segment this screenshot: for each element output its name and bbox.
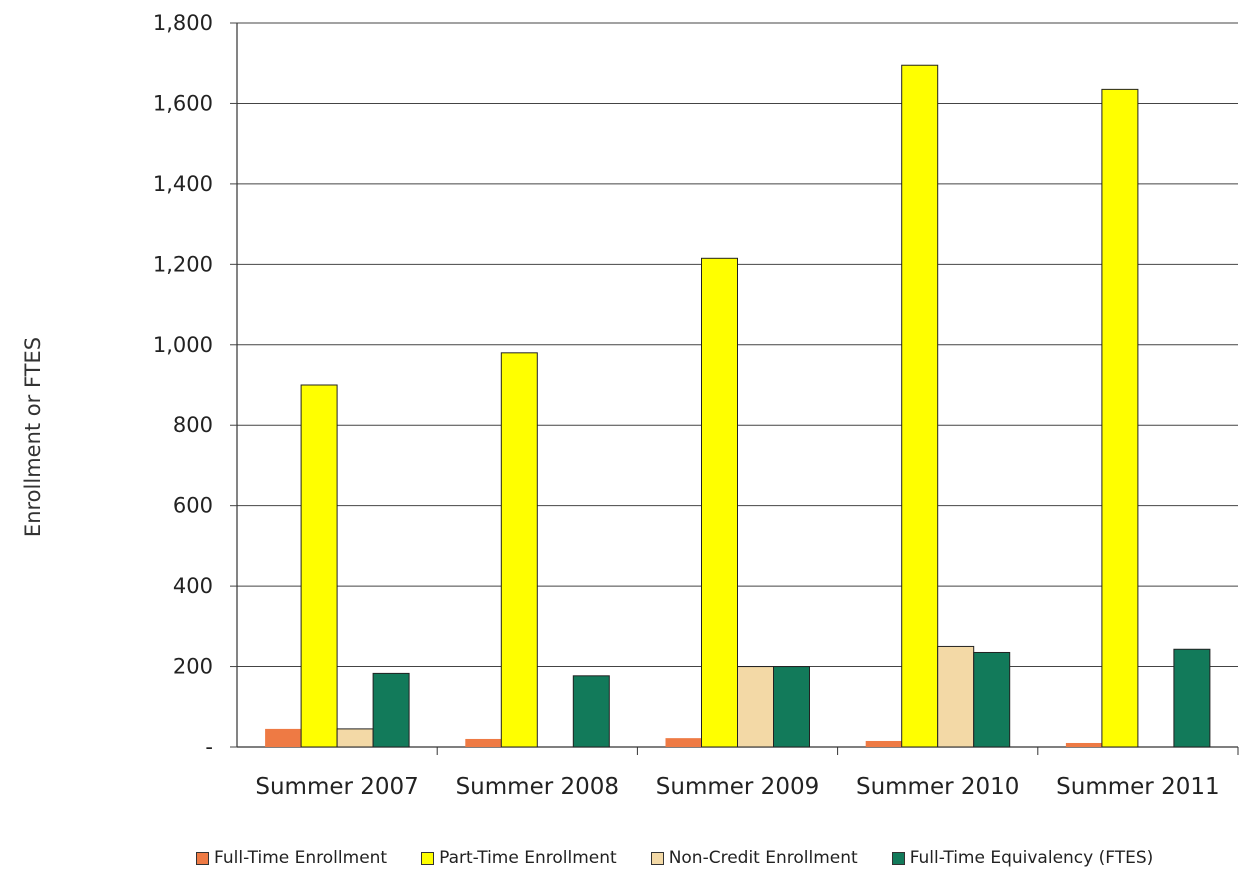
legend-label: Full-Time Equivalency (FTES) xyxy=(909,848,1154,868)
x-category-label: Summer 2007 xyxy=(255,774,418,800)
y-tick-label: 1,000 xyxy=(153,333,213,357)
bar xyxy=(1173,648,1211,748)
bar xyxy=(500,352,538,748)
bar xyxy=(773,666,810,748)
bar xyxy=(572,675,610,748)
bar xyxy=(300,384,338,748)
bar xyxy=(937,645,975,748)
x-axis-categories: Summer 2007 Summer 2008 Summer 2009 Summer … xyxy=(255,747,1239,800)
legend-swatch xyxy=(196,851,209,865)
legend: Full-Time Enrollment Part-Time Enrollmen… xyxy=(196,845,1153,871)
y-axis-label: Enrollment or FTES xyxy=(21,337,45,537)
bar xyxy=(737,666,774,748)
bar xyxy=(901,64,939,748)
bar xyxy=(372,672,410,748)
legend-label: Part-Time Enrollment xyxy=(439,848,617,868)
legend-item-part-time-enrollment: Part-Time Enrollment xyxy=(421,848,617,868)
y-tick-label: 1,800 xyxy=(153,11,213,35)
y-tick-label: - xyxy=(205,735,213,759)
bar xyxy=(1065,742,1102,747)
y-tick-label: 600 xyxy=(173,494,213,518)
y-axis-ticks: - 200 400 600 800 1,000 1,200 1,400 1,600 1,800 xyxy=(153,11,237,759)
x-category-label: Summer 2009 xyxy=(656,774,819,800)
bar xyxy=(973,651,1011,748)
y-tick-label: 1,400 xyxy=(153,172,213,196)
bar xyxy=(265,728,302,747)
y-tick-label: 1,600 xyxy=(153,91,213,115)
legend-swatch xyxy=(891,851,905,865)
legend-item-ftes: Full-Time Equivalency (FTES) xyxy=(891,848,1154,868)
y-tick-label: 1,200 xyxy=(153,252,213,276)
y-tick-label: 400 xyxy=(173,574,213,598)
x-category-label: Summer 2008 xyxy=(456,774,619,800)
x-category-label: Summer 2010 xyxy=(856,774,1019,800)
legend-item-full-time-enrollment: Full-Time Enrollment xyxy=(196,848,387,868)
y-tick-label: 200 xyxy=(173,655,213,679)
legend-swatch xyxy=(421,851,435,865)
y-tick-label: 800 xyxy=(173,413,213,437)
bar xyxy=(865,740,902,747)
bar xyxy=(336,728,374,748)
bar xyxy=(465,738,502,747)
legend-item-non-credit-enrollment: Non-Credit Enrollment xyxy=(650,848,858,868)
legend-label: Full-Time Enrollment xyxy=(214,848,388,868)
legend-label: Non-Credit Enrollment xyxy=(668,848,858,868)
bar xyxy=(1101,88,1139,748)
legend-swatch xyxy=(650,851,664,865)
bar xyxy=(701,257,738,748)
bar xyxy=(665,738,702,747)
x-category-label: Summer 2011 xyxy=(1056,774,1219,800)
bars xyxy=(265,64,1211,748)
